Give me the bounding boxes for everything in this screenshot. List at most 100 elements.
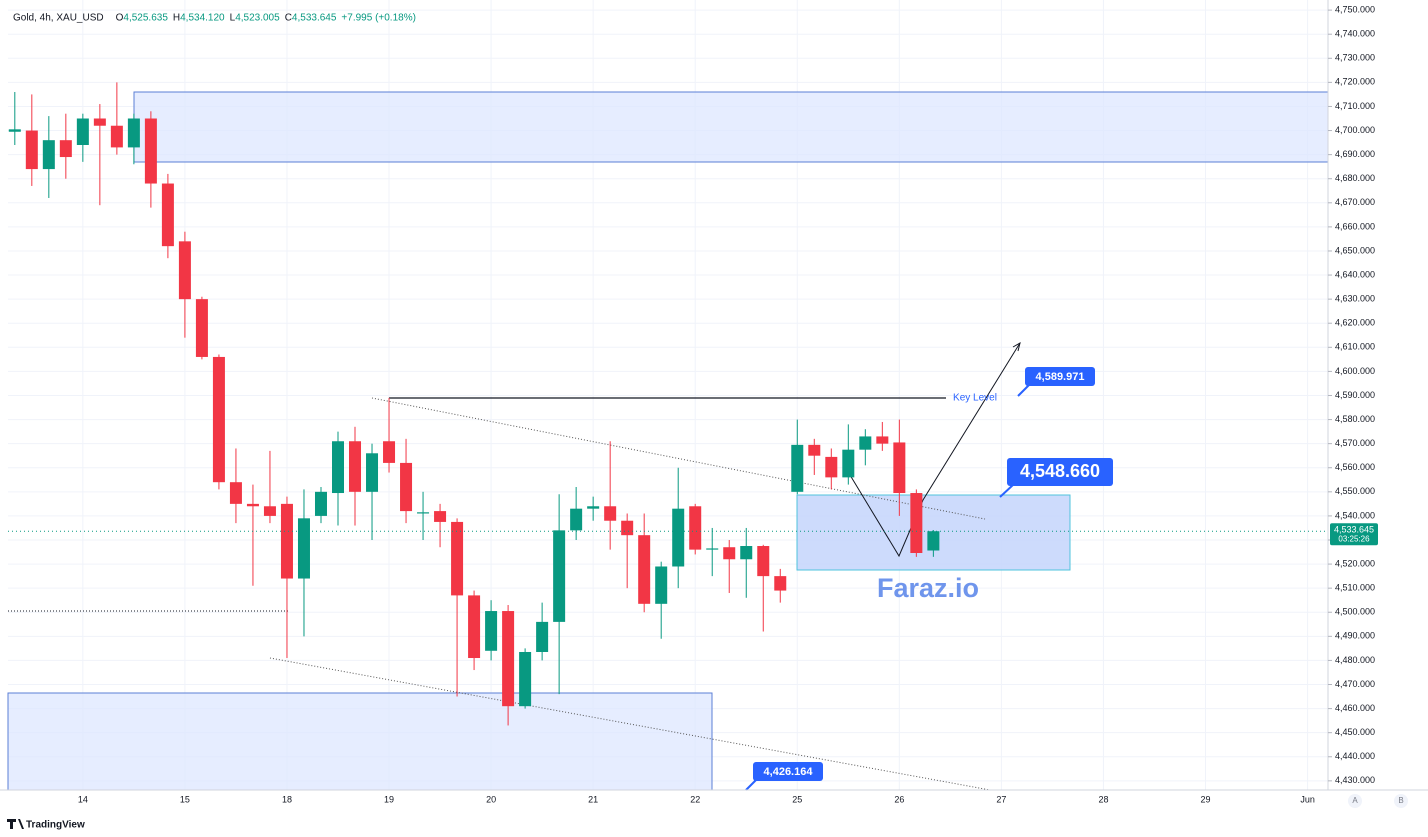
y-tick-label: 4,570.000 (1335, 438, 1375, 448)
trendline (269, 657, 991, 791)
x-tick-label: 18 (282, 794, 292, 804)
y-tick-label: 4,550.000 (1335, 486, 1375, 496)
candle-body (76, 118, 89, 145)
candle-body (383, 441, 396, 463)
y-tick-label: 4,700.000 (1335, 125, 1375, 135)
supply-zone (133, 91, 1329, 163)
candle-body (672, 508, 685, 567)
candle-body (757, 546, 770, 577)
y-tick-label: 4,450.000 (1335, 727, 1375, 737)
candle-body (689, 506, 702, 550)
y-tick-label: 4,650.000 (1335, 245, 1375, 255)
auto-scale-button[interactable] (1348, 794, 1362, 808)
candle-body (110, 125, 123, 148)
callout-pointer (999, 483, 1015, 498)
ohlc-key: L (230, 13, 236, 24)
candle-body (655, 566, 668, 604)
candle-body (127, 118, 140, 148)
y-tick-label: 4,610.000 (1335, 342, 1375, 352)
y-tick-label: 4,540.000 (1335, 510, 1375, 520)
ohlc-value: 4,533.645 (292, 13, 337, 24)
candle-body (263, 506, 276, 516)
ohlc-key: H (173, 13, 180, 24)
y-tick-label: 4,520.000 (1335, 558, 1375, 568)
candle-body (774, 576, 787, 591)
candle-body (740, 546, 753, 560)
candle-body (144, 118, 157, 184)
x-tick-label: 14 (78, 794, 88, 804)
y-tick-label: 4,430.000 (1335, 775, 1375, 785)
trendline (371, 397, 986, 520)
watermark: Faraz.io (877, 573, 979, 603)
candle-body (8, 129, 21, 132)
x-tick-label: 15 (180, 794, 190, 804)
y-tick-label: 4,470.000 (1335, 679, 1375, 689)
symbol-title: Gold, 4h, XAU_USD (13, 13, 104, 24)
candle-body (876, 436, 889, 444)
ohlc-key: O (116, 13, 124, 24)
candle-body (910, 493, 923, 553)
candle-body (553, 530, 566, 622)
y-tick-label: 4,640.000 (1335, 269, 1375, 279)
ohlc-value: 4,523.005 (235, 13, 280, 24)
y-tick-label: 4,690.000 (1335, 149, 1375, 159)
callout-label: 4,426.164 (764, 766, 814, 778)
y-tick-label: 4,730.000 (1335, 53, 1375, 63)
y-tick-label: 4,600.000 (1335, 366, 1375, 376)
y-tick-label: 4,680.000 (1335, 173, 1375, 183)
candle-body (42, 140, 55, 170)
y-tick-label: 4,480.000 (1335, 655, 1375, 665)
x-tick-label: 29 (1201, 794, 1211, 804)
y-tick-label: 4,440.000 (1335, 751, 1375, 761)
candle-body (825, 456, 838, 478)
y-tick-label: 4,510.000 (1335, 583, 1375, 593)
x-tick-label: 20 (486, 794, 496, 804)
candle-body (280, 503, 293, 579)
last-price-box (1330, 523, 1378, 546)
y-tick-label: 4,720.000 (1335, 77, 1375, 87)
brand-logo (7, 819, 24, 829)
candle-body (638, 535, 651, 604)
candle-body (570, 508, 583, 531)
candle-body (212, 356, 225, 483)
candle-body (536, 621, 549, 652)
candle-body (297, 518, 310, 579)
y-tick-label: 4,580.000 (1335, 414, 1375, 424)
y-tick-label: 4,710.000 (1335, 101, 1375, 111)
candle-body (161, 183, 174, 247)
candle-body (349, 441, 362, 492)
y-tick-label: 4,630.000 (1335, 294, 1375, 304)
y-tick-label: 4,490.000 (1335, 631, 1375, 641)
candle-body (451, 521, 464, 596)
callout (1025, 367, 1095, 386)
candle-body (178, 241, 191, 300)
candle-body (229, 482, 242, 504)
y-tick-label: 4,620.000 (1335, 318, 1375, 328)
key-level-label: Key Level (953, 393, 997, 404)
x-tick-label: 21 (588, 794, 598, 804)
candle-body (723, 547, 736, 560)
y-tick-label: 4,460.000 (1335, 703, 1375, 713)
callout-label: 4,589.971 (1036, 371, 1085, 383)
candle-body (604, 506, 617, 521)
log-scale-button[interactable] (1394, 794, 1408, 808)
candle-body (808, 444, 821, 456)
x-tick-label: 26 (894, 794, 904, 804)
x-tick-label: 27 (996, 794, 1006, 804)
candle-body (791, 444, 804, 492)
candle-body (842, 449, 855, 478)
candle-body (417, 512, 430, 514)
callout (753, 762, 823, 781)
candle-body (587, 506, 600, 509)
x-tick-label: 22 (690, 794, 700, 804)
last-price-label: 4,533.645 (1334, 525, 1374, 535)
candle-body (332, 441, 344, 494)
y-tick-label: 4,590.000 (1335, 390, 1375, 400)
candle-body (246, 503, 259, 507)
y-tick-label: 4,670.000 (1335, 197, 1375, 207)
auto-scale-label[interactable]: A (1352, 796, 1358, 805)
log-scale-label[interactable]: B (1398, 796, 1403, 805)
demand-zone (7, 692, 713, 791)
y-tick-label: 4,560.000 (1335, 462, 1375, 472)
x-tick-label: 25 (792, 794, 802, 804)
